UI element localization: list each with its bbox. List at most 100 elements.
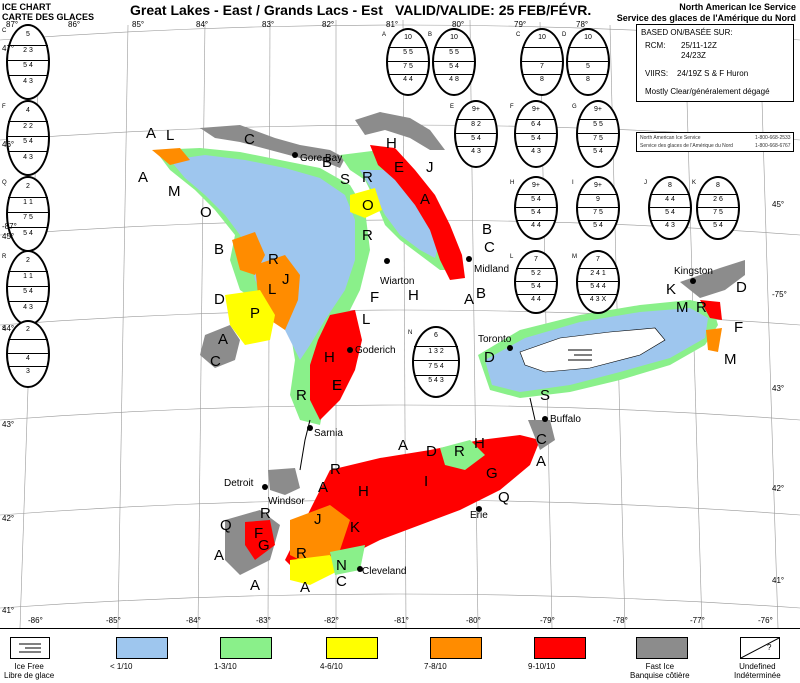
viirs-value: 24/19Z S & F Huron (677, 69, 749, 78)
latitude-tick: 45° (2, 232, 15, 241)
egg-value: 5 4 (593, 222, 603, 229)
egg-code-m: 7 2 4 1 5 4 4 4 3 X (576, 250, 620, 314)
egg-divider (456, 119, 496, 120)
egg-value: 4 8 (449, 76, 459, 83)
egg-divider (568, 61, 608, 62)
ice-map (0, 19, 800, 628)
egg-code-s: 2 4 3 (6, 320, 50, 388)
huron-red-band (310, 310, 362, 420)
zone-label-n: N (336, 557, 347, 574)
zone-label-a: A (420, 191, 431, 208)
egg-value: 2 (26, 257, 30, 264)
zone-label-f: F (254, 525, 264, 542)
service-name-en: North American Ice Service (679, 2, 796, 12)
egg-letter: J (644, 180, 647, 186)
egg-value: 3 (26, 368, 30, 375)
egg-divider (516, 207, 556, 208)
zone-label-a: A (138, 169, 149, 186)
egg-value: 5 5 (593, 121, 603, 128)
egg-code-c: 5 2 3 5 4 4 3 (6, 24, 50, 100)
longitude-tick: -84° (186, 616, 201, 625)
legend: Ice Free Libre de glace < 1/10 1-3/10 4-6/10… (0, 628, 800, 683)
egg-divider (650, 194, 690, 195)
legend-label: < 1/10 (110, 662, 132, 671)
egg-value: 5 5 (449, 49, 459, 56)
legend-swatch-c78 (430, 637, 482, 659)
egg-divider (388, 47, 428, 48)
egg-value: 9+ (472, 106, 480, 113)
egg-letter: F (2, 104, 6, 110)
egg-value: 5 4 (23, 230, 33, 237)
egg-letter: L (510, 254, 514, 260)
zone-label-r: R (260, 505, 271, 522)
egg-value: 5 4 (23, 138, 33, 145)
chart-type-label: ICE CHART CARTE DES GLACES (2, 2, 94, 22)
egg-divider (8, 121, 48, 122)
egg-value: 5 4 (449, 63, 459, 70)
egg-letter: B (428, 32, 433, 38)
egg-value: 10 (584, 34, 592, 41)
egg-code-a: 10 5 5 7 5 4 4 (386, 28, 430, 96)
zone-label-a: A (318, 479, 329, 496)
zone-label-c: C (210, 353, 221, 370)
egg-divider (8, 286, 48, 287)
longitude-tick: -85° (106, 616, 121, 625)
longitude-tick: 80° (452, 20, 465, 29)
service-name-fr: Service des glaces de l'Amérique du Nord (616, 13, 796, 23)
egg-value: 9+ (594, 106, 602, 113)
egg-code-d: 10 5 8 (566, 28, 610, 96)
legend-label-line1: 4-6/10 (320, 662, 343, 671)
egg-divider (434, 74, 474, 75)
city-dot (384, 258, 390, 264)
zone-label-f: F (734, 319, 744, 336)
credits-box: North American Ice Service 1-800-668-253… (636, 132, 794, 152)
egg-value: 7 5 4 (428, 363, 444, 370)
rcm-time-1: 25/11-12Z (681, 41, 717, 50)
egg-divider (516, 133, 556, 134)
egg-value: 8 (668, 182, 672, 189)
based-on-label: BASED ON/BASÉE SUR: (641, 28, 733, 37)
egg-letter: G (572, 104, 577, 110)
egg-code-k: 8 2 6 7 5 5 4 (696, 176, 740, 240)
egg-divider (698, 220, 738, 221)
legend-label-line1: 1-3/10 (214, 662, 237, 671)
erie-green-south (330, 545, 365, 575)
legend-label-line1: < 1/10 (110, 662, 133, 671)
credits-en: North American Ice Service (640, 135, 701, 141)
egg-value: 1 1 (23, 199, 33, 206)
latitude-tick: 41° (2, 606, 15, 615)
egg-value: 5 4 3 (428, 377, 444, 384)
egg-letter: C (2, 28, 7, 34)
egg-divider (8, 151, 48, 152)
longitude-tick: 78° (576, 20, 589, 29)
egg-value: 5 4 (471, 135, 481, 142)
egg-divider (516, 294, 556, 295)
ice-free-icon (19, 643, 41, 653)
egg-value: 5 4 (713, 222, 723, 229)
zone-label-l: L (268, 281, 277, 298)
weather-note: Mostly Clear/généralement dégagé (645, 87, 770, 96)
georgian-bay-red (370, 145, 465, 280)
zone-label-q: Q (498, 489, 510, 506)
zone-label-c: C (536, 431, 547, 448)
egg-value: 7 5 (593, 135, 603, 142)
legend-swatch-ice_free (10, 637, 50, 659)
egg-letter: F (510, 104, 514, 110)
egg-letter: E (450, 104, 455, 110)
egg-value: 6 (434, 332, 438, 339)
zone-label-r: R (454, 443, 465, 460)
legend-label: 4-6/10 (320, 662, 343, 671)
longitude-tick: 85° (132, 20, 145, 29)
egg-value: 7 5 (713, 209, 723, 216)
legend-swatch-c13 (220, 637, 272, 659)
egg-divider (516, 146, 556, 147)
fast-ice-north-channel (200, 125, 345, 168)
zone-label-s: S (540, 387, 551, 404)
ontario-fast-northeast (680, 260, 745, 298)
zone-label-j: J (426, 159, 434, 176)
zone-label-o: O (200, 204, 212, 221)
egg-divider (522, 61, 562, 62)
legend-label-line2: Indéterminée (734, 671, 781, 680)
egg-value: 5 2 (531, 270, 541, 277)
egg-divider (8, 197, 48, 198)
